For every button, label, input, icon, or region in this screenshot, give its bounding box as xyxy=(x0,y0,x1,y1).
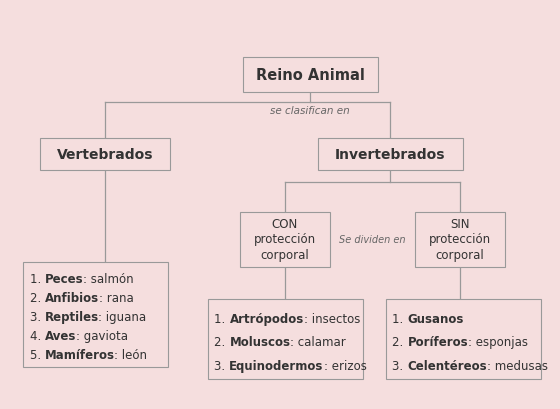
Text: : insectos: : insectos xyxy=(304,312,360,326)
Bar xyxy=(40,139,170,171)
Text: CON
protección
corporal: CON protección corporal xyxy=(254,218,316,261)
Text: Aves: Aves xyxy=(44,330,76,343)
Bar xyxy=(415,212,505,267)
Text: 3.: 3. xyxy=(214,359,230,372)
Bar xyxy=(318,139,463,171)
Text: Poríferos: Poríferos xyxy=(408,336,468,348)
Text: 3.: 3. xyxy=(30,311,44,324)
Text: Gusanos: Gusanos xyxy=(408,312,464,326)
Text: 3.: 3. xyxy=(393,359,407,372)
Bar xyxy=(242,57,377,92)
Text: : esponjas: : esponjas xyxy=(468,336,528,348)
Text: : iguana: : iguana xyxy=(99,311,147,324)
Text: 2.: 2. xyxy=(214,336,230,348)
Bar xyxy=(240,212,330,267)
Bar xyxy=(385,299,540,379)
Text: Reino Animal: Reino Animal xyxy=(255,67,365,82)
Bar xyxy=(22,262,167,366)
Text: 1.: 1. xyxy=(30,273,44,286)
Text: 1.: 1. xyxy=(214,312,230,326)
Text: Mamíferos: Mamíferos xyxy=(44,348,114,362)
Text: 2.: 2. xyxy=(393,336,408,348)
Text: 1.: 1. xyxy=(393,312,408,326)
Text: : león: : león xyxy=(114,348,147,362)
Text: Invertebrados: Invertebrados xyxy=(335,148,445,162)
Text: Moluscos: Moluscos xyxy=(230,336,291,348)
Text: 5.: 5. xyxy=(30,348,44,362)
Text: SIN
protección
corporal: SIN protección corporal xyxy=(429,218,491,261)
Text: Equinodermos: Equinodermos xyxy=(230,359,324,372)
Text: Se dividen en: Se dividen en xyxy=(339,234,406,245)
Text: : rana: : rana xyxy=(99,292,133,305)
Text: : calamar: : calamar xyxy=(291,336,346,348)
Bar xyxy=(208,299,362,379)
Text: Peces: Peces xyxy=(44,273,83,286)
Text: se clasifican en: se clasifican en xyxy=(270,105,350,115)
Text: Vertebrados: Vertebrados xyxy=(57,148,153,162)
Text: Artrópodos: Artrópodos xyxy=(230,312,304,326)
Text: : salmón: : salmón xyxy=(83,273,134,286)
Text: Anfibios: Anfibios xyxy=(44,292,99,305)
Text: 4.: 4. xyxy=(30,330,44,343)
Text: : erizos: : erizos xyxy=(324,359,367,372)
Text: Reptiles: Reptiles xyxy=(44,311,99,324)
Text: : medusas: : medusas xyxy=(487,359,548,372)
Text: Celentéreos: Celentéreos xyxy=(407,359,487,372)
Text: 2.: 2. xyxy=(30,292,44,305)
Text: : gaviota: : gaviota xyxy=(76,330,128,343)
